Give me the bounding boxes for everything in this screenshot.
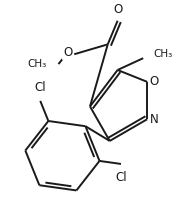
Text: O: O xyxy=(149,75,159,88)
Text: O: O xyxy=(113,3,122,16)
Text: O: O xyxy=(63,46,72,59)
Text: CH₃: CH₃ xyxy=(153,49,172,59)
Text: Cl: Cl xyxy=(115,171,127,184)
Text: Cl: Cl xyxy=(34,81,46,94)
Text: N: N xyxy=(150,113,158,126)
Text: CH₃: CH₃ xyxy=(27,59,47,69)
